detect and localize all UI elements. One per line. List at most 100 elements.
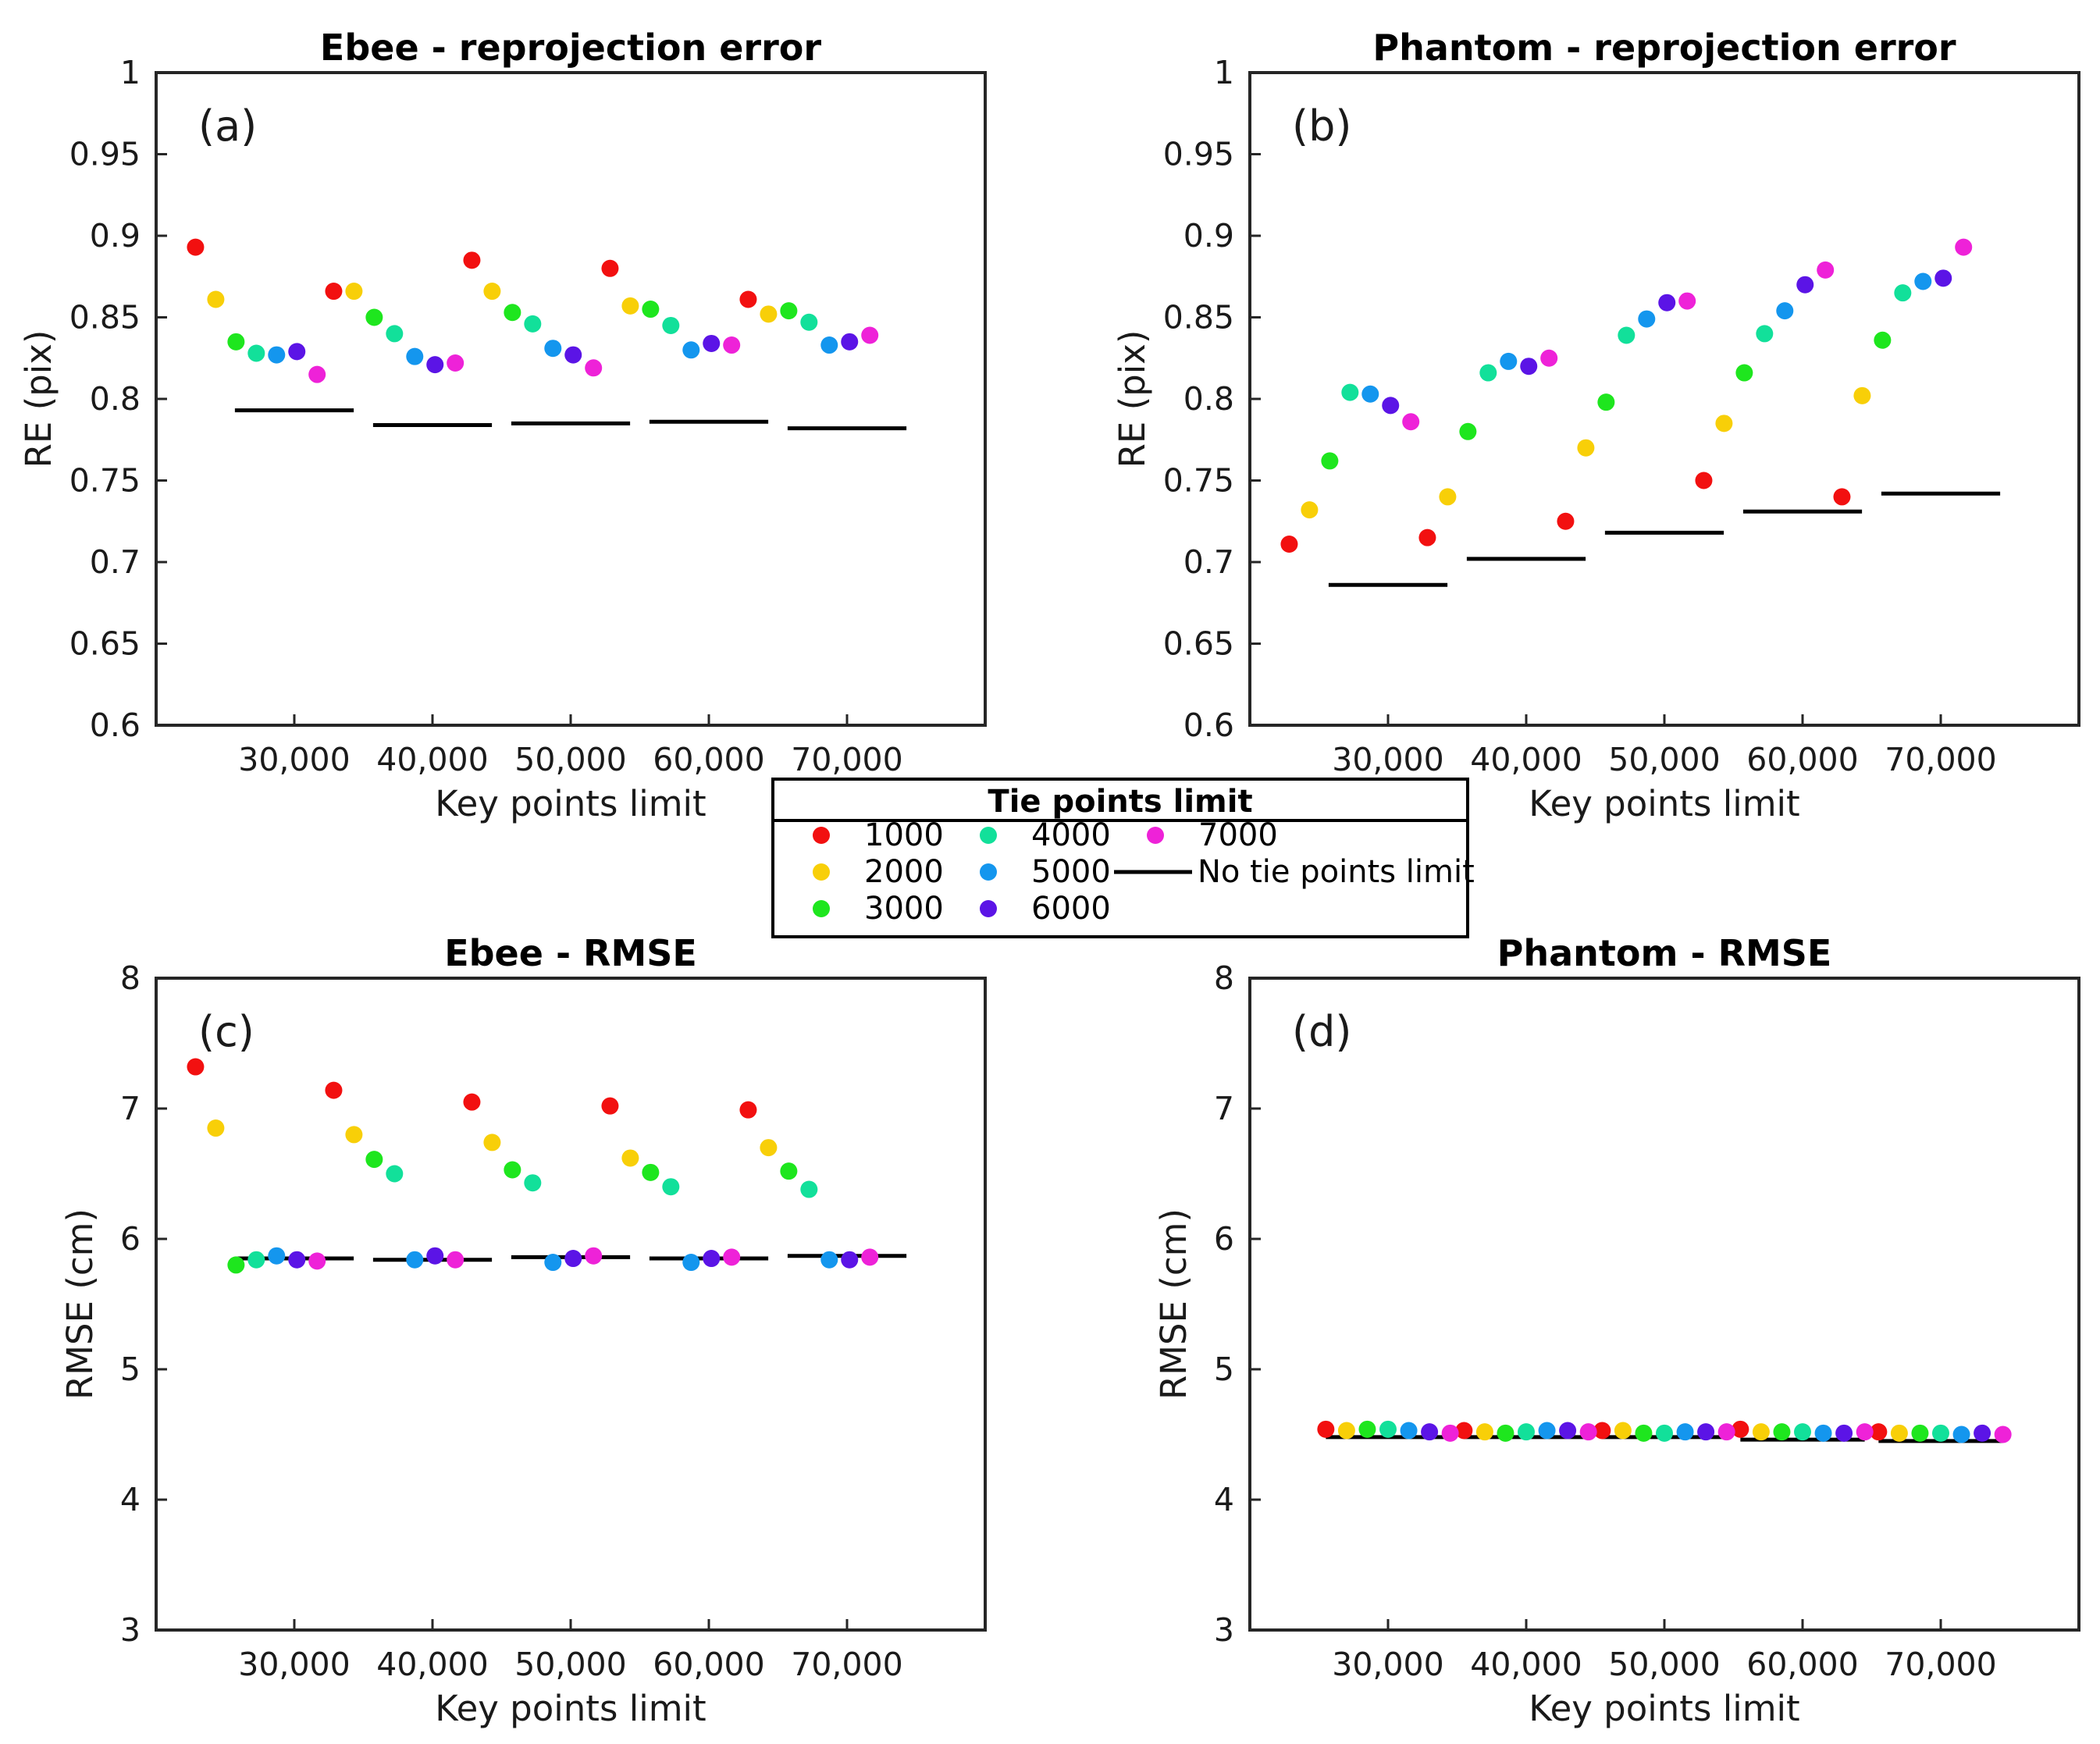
data-point-1000 — [325, 1081, 343, 1099]
data-point-5000 — [406, 347, 424, 365]
data-point-7000 — [447, 1251, 464, 1269]
x-tick-label: 50,000 — [1608, 741, 1720, 778]
data-point-6000 — [288, 1251, 306, 1269]
data-point-2000 — [1337, 1422, 1355, 1440]
data-point-3000 — [1635, 1424, 1653, 1442]
data-point-1000 — [1418, 529, 1436, 546]
data-point-6000 — [426, 356, 444, 374]
y-tick-label: 6 — [1214, 1220, 1234, 1258]
data-point-2000 — [1577, 439, 1595, 457]
y-tick-label: 0.75 — [69, 462, 141, 500]
data-point-2000 — [760, 1139, 778, 1157]
data-point-6000 — [1796, 276, 1814, 294]
legend-label-7000: 7000 — [1198, 817, 1278, 853]
plot-area-frame — [1248, 71, 2080, 727]
data-point-2000 — [345, 283, 363, 301]
data-point-6000 — [1520, 358, 1538, 375]
data-point-3000 — [1874, 331, 1892, 349]
data-point-7000 — [1402, 413, 1420, 431]
data-point-4000 — [1518, 1423, 1535, 1441]
data-point-7000 — [308, 365, 326, 383]
y-tick-label: 0.7 — [90, 543, 141, 581]
data-point-2000 — [1475, 1423, 1493, 1441]
legend-label-6000: 6000 — [1031, 891, 1111, 927]
data-point-5000 — [1952, 1425, 1970, 1443]
data-point-4000 — [1894, 284, 1912, 302]
data-point-2000 — [1301, 501, 1319, 519]
legend-label-2000: 2000 — [864, 854, 944, 890]
data-point-2000 — [1890, 1424, 1908, 1442]
data-point-6000 — [564, 1250, 582, 1268]
data-point-3000 — [365, 308, 383, 326]
plot-area-frame — [155, 71, 987, 727]
data-point-4000 — [1618, 326, 1636, 344]
y-tick-label: 0.6 — [1183, 706, 1234, 744]
x-tick-label: 60,000 — [653, 741, 764, 778]
data-point-2000 — [207, 1119, 225, 1137]
data-point-1000 — [739, 290, 757, 308]
data-point-2000 — [1715, 415, 1733, 432]
x-tick-label: 70,000 — [1885, 741, 1996, 778]
x-tick-label: 70,000 — [1885, 1646, 1996, 1683]
data-point-5000 — [1814, 1424, 1832, 1442]
y-tick-label: 3 — [120, 1611, 141, 1649]
data-point-6000 — [703, 1250, 721, 1268]
legend-marker-5000 — [980, 863, 997, 881]
data-point-3000 — [1321, 452, 1339, 470]
legend-label-1000: 1000 — [864, 817, 944, 853]
x-tick-label: 30,000 — [238, 1646, 350, 1683]
data-point-1000 — [1455, 1422, 1473, 1440]
data-point-3000 — [504, 304, 521, 322]
data-point-6000 — [564, 346, 582, 364]
data-point-6000 — [1658, 294, 1676, 311]
data-point-3000 — [1735, 364, 1753, 382]
data-point-1000 — [601, 259, 619, 277]
data-point-2000 — [1439, 488, 1457, 506]
y-tick-label: 0.85 — [1163, 299, 1234, 336]
y-tick-label: 4 — [1214, 1481, 1234, 1518]
data-point-7000 — [585, 1247, 603, 1265]
y-tick-label: 1 — [1214, 54, 1234, 91]
data-point-4000 — [800, 1180, 818, 1198]
y-axis-label: RMSE (cm) — [1153, 1208, 1194, 1400]
data-point-6000 — [1835, 1424, 1853, 1442]
legend-label-4000: 4000 — [1031, 817, 1111, 853]
data-point-3000 — [642, 1163, 660, 1181]
x-axis-label: Key points limit — [1529, 1688, 1799, 1729]
data-point-5000 — [268, 1247, 286, 1265]
data-point-6000 — [1974, 1424, 1991, 1442]
data-point-6000 — [841, 333, 859, 351]
data-point-3000 — [780, 1162, 798, 1180]
data-point-6000 — [426, 1247, 444, 1265]
y-tick-label: 1 — [120, 54, 141, 91]
legend-marker-3000 — [813, 900, 830, 917]
data-point-5000 — [1676, 1423, 1694, 1441]
data-point-4000 — [247, 344, 265, 362]
data-point-1000 — [1870, 1423, 1888, 1441]
legend-marker-7000 — [1147, 827, 1164, 844]
data-point-7000 — [1717, 1423, 1735, 1441]
data-point-7000 — [723, 336, 741, 354]
data-point-7000 — [585, 359, 603, 377]
data-point-6000 — [1421, 1423, 1439, 1441]
x-tick-label: 70,000 — [791, 1646, 902, 1683]
data-point-4000 — [1379, 1420, 1397, 1438]
data-point-1000 — [1593, 1422, 1611, 1440]
x-tick-label: 30,000 — [1332, 741, 1443, 778]
data-point-7000 — [1441, 1424, 1459, 1442]
chart-title: Phantom - reprojection error — [1372, 27, 1956, 69]
data-point-5000 — [820, 1251, 838, 1269]
data-point-6000 — [1697, 1423, 1715, 1441]
x-tick-label: 40,000 — [1470, 1646, 1582, 1683]
chart-title: Phantom - RMSE — [1497, 932, 1832, 974]
x-tick-label: 40,000 — [376, 741, 488, 778]
data-point-5000 — [1538, 1422, 1556, 1440]
data-point-6000 — [703, 334, 721, 352]
data-point-2000 — [760, 305, 778, 323]
data-point-4000 — [247, 1251, 265, 1269]
data-point-2000 — [207, 290, 225, 308]
data-point-3000 — [1911, 1424, 1929, 1442]
data-point-2000 — [621, 1149, 639, 1167]
